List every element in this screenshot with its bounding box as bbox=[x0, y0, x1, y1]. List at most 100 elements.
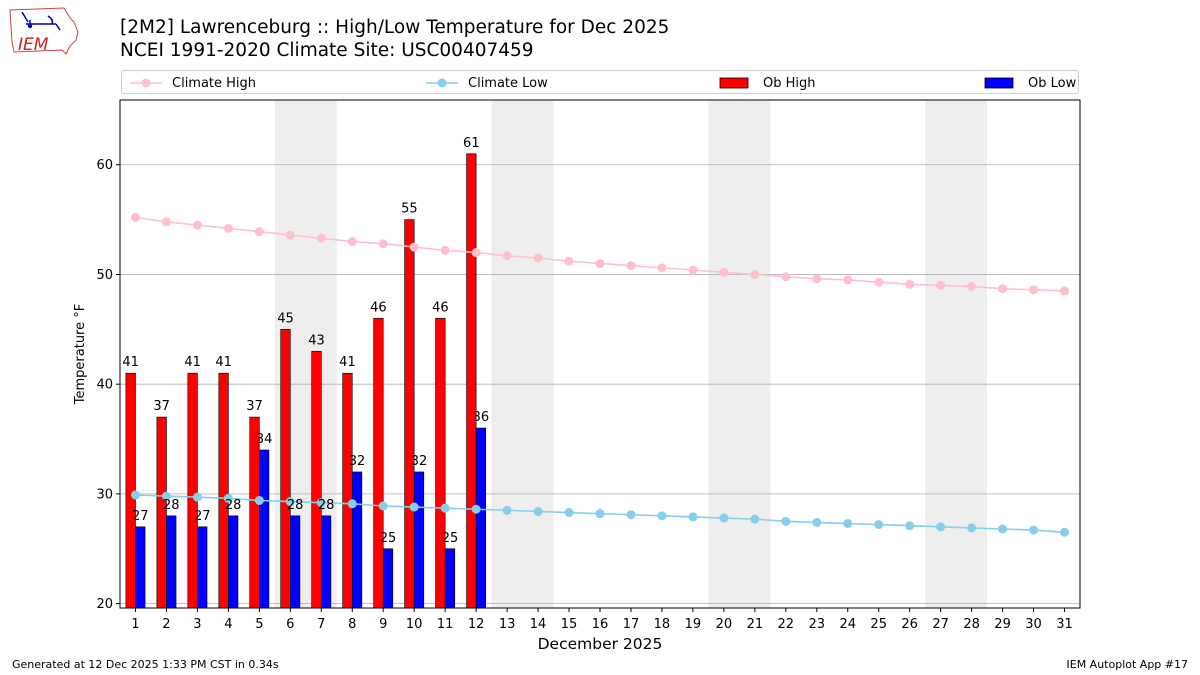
climate-low-marker bbox=[254, 495, 264, 505]
climate-high-marker bbox=[161, 217, 171, 227]
x-tick-label: 4 bbox=[224, 617, 232, 632]
legend-item-climate-high: Climate High bbox=[128, 74, 256, 92]
ob-low-value-label: 27 bbox=[132, 509, 149, 524]
x-tick-label: 6 bbox=[286, 617, 294, 632]
ob-low-bar bbox=[413, 471, 425, 608]
ob-low-value-label: 28 bbox=[225, 498, 242, 513]
climate-low-marker bbox=[1029, 525, 1039, 535]
climate-high-marker bbox=[998, 284, 1008, 294]
climate-low-marker bbox=[781, 516, 791, 526]
y-tick-label: 40 bbox=[96, 378, 113, 393]
ob-low-value-label: 28 bbox=[318, 498, 335, 513]
climate-high-marker bbox=[1060, 286, 1070, 296]
ob-high-bar bbox=[156, 416, 167, 608]
climate-low-marker bbox=[626, 510, 636, 520]
ob-low-value-label: 28 bbox=[163, 498, 180, 513]
x-tick-label: 29 bbox=[994, 617, 1011, 632]
ob-high-value-label: 55 bbox=[401, 202, 418, 217]
climate-high-marker bbox=[223, 223, 233, 233]
climate-low-marker bbox=[750, 514, 760, 524]
x-tick-label: 8 bbox=[348, 617, 356, 632]
climate-low-marker bbox=[409, 502, 419, 512]
climate-high-marker bbox=[130, 212, 140, 222]
climate-low-marker bbox=[719, 513, 729, 523]
ob-low-bar bbox=[320, 515, 332, 608]
ob-low-bar bbox=[228, 515, 239, 608]
chart-subtitle: NCEI 1991-2020 Climate Site: USC00407459 bbox=[120, 40, 534, 61]
ob-low-bar bbox=[290, 515, 301, 608]
climate-low-marker bbox=[471, 504, 481, 514]
y-tick-label: 20 bbox=[96, 597, 113, 612]
y-tick-label: 60 bbox=[96, 158, 113, 173]
climate-high-marker bbox=[502, 251, 512, 261]
ob-high-bar bbox=[466, 153, 477, 608]
x-tick-label: 30 bbox=[1025, 617, 1042, 632]
climate-low-marker bbox=[874, 520, 884, 530]
iowa-state-outline bbox=[9, 7, 79, 55]
ob-low-bar bbox=[444, 548, 456, 608]
ob-high-value-label: 37 bbox=[153, 399, 170, 414]
x-tick-label: 2 bbox=[162, 617, 170, 632]
ob-low-value-label: 32 bbox=[411, 454, 428, 469]
climate-high-marker bbox=[347, 237, 357, 247]
weekend-shade bbox=[491, 100, 554, 608]
ob-high-value-label: 41 bbox=[184, 355, 201, 370]
climate-high-marker bbox=[440, 245, 450, 255]
weather-instrument-icon bbox=[21, 11, 61, 31]
ob-high-value-label: 61 bbox=[463, 136, 480, 151]
footer-app-id: IEM Autoplot App #17 bbox=[1066, 658, 1189, 671]
x-tick-label: 5 bbox=[255, 617, 263, 632]
climate-high-marker bbox=[564, 256, 574, 266]
ob-high-bar bbox=[311, 350, 322, 608]
ob-low-value-label: 34 bbox=[256, 432, 273, 447]
x-tick-label: 26 bbox=[901, 617, 918, 632]
climate-high-marker bbox=[192, 220, 202, 230]
x-tick-label: 14 bbox=[530, 617, 547, 632]
x-tick-label: 31 bbox=[1056, 617, 1073, 632]
ob-high-value-label: 41 bbox=[215, 355, 232, 370]
climate-low-marker bbox=[502, 505, 512, 515]
y-axis-label: Temperature °F bbox=[73, 304, 88, 405]
climate-high-marker bbox=[378, 239, 388, 249]
ob-high-value-label: 43 bbox=[308, 333, 325, 348]
x-tick-label: 20 bbox=[716, 617, 733, 632]
x-tick-label: 21 bbox=[747, 617, 764, 632]
x-tick-label: 12 bbox=[468, 617, 485, 632]
climate-low-marker bbox=[657, 511, 667, 521]
climate-low-marker bbox=[440, 503, 450, 513]
climate-low-marker bbox=[843, 519, 853, 529]
ob-high-value-label: 46 bbox=[370, 300, 387, 315]
logo-text: IEM bbox=[18, 35, 49, 55]
climate-high-marker bbox=[471, 248, 481, 258]
ob-low-value-label: 32 bbox=[349, 454, 366, 469]
climate-high-marker bbox=[781, 272, 791, 282]
x-tick-label: 9 bbox=[379, 617, 387, 632]
climate-low-marker bbox=[812, 517, 822, 527]
ob-high-value-label: 41 bbox=[339, 355, 356, 370]
ob-low-bar bbox=[259, 449, 270, 608]
climate-low-marker bbox=[936, 522, 946, 532]
legend-item-climate-low: Climate Low bbox=[424, 74, 548, 92]
ob-high-bar bbox=[342, 372, 353, 608]
climate-high-marker bbox=[595, 258, 605, 268]
x-tick-label: 19 bbox=[685, 617, 702, 632]
climate-high-marker bbox=[874, 277, 884, 287]
ob-high-value-label: 46 bbox=[432, 300, 449, 315]
y-tick-label: 50 bbox=[96, 268, 113, 283]
ob-high-value-label: 37 bbox=[246, 399, 263, 414]
x-tick-label: 7 bbox=[317, 617, 325, 632]
climate-high-line-marker-icon bbox=[128, 74, 164, 92]
legend-label-climate-low: Climate Low bbox=[468, 75, 548, 91]
climate-low-marker bbox=[595, 509, 605, 519]
ob-high-bar bbox=[280, 329, 291, 608]
climate-low-marker bbox=[998, 524, 1008, 534]
x-tick-label: 28 bbox=[963, 617, 980, 632]
climate-low-marker bbox=[1060, 527, 1070, 537]
x-tick-label: 22 bbox=[778, 617, 795, 632]
climate-high-marker bbox=[285, 230, 295, 240]
climate-high-marker bbox=[254, 227, 264, 237]
ob-high-swatch-icon bbox=[719, 74, 755, 92]
x-tick-label: 24 bbox=[839, 617, 856, 632]
bars-group bbox=[125, 153, 487, 608]
